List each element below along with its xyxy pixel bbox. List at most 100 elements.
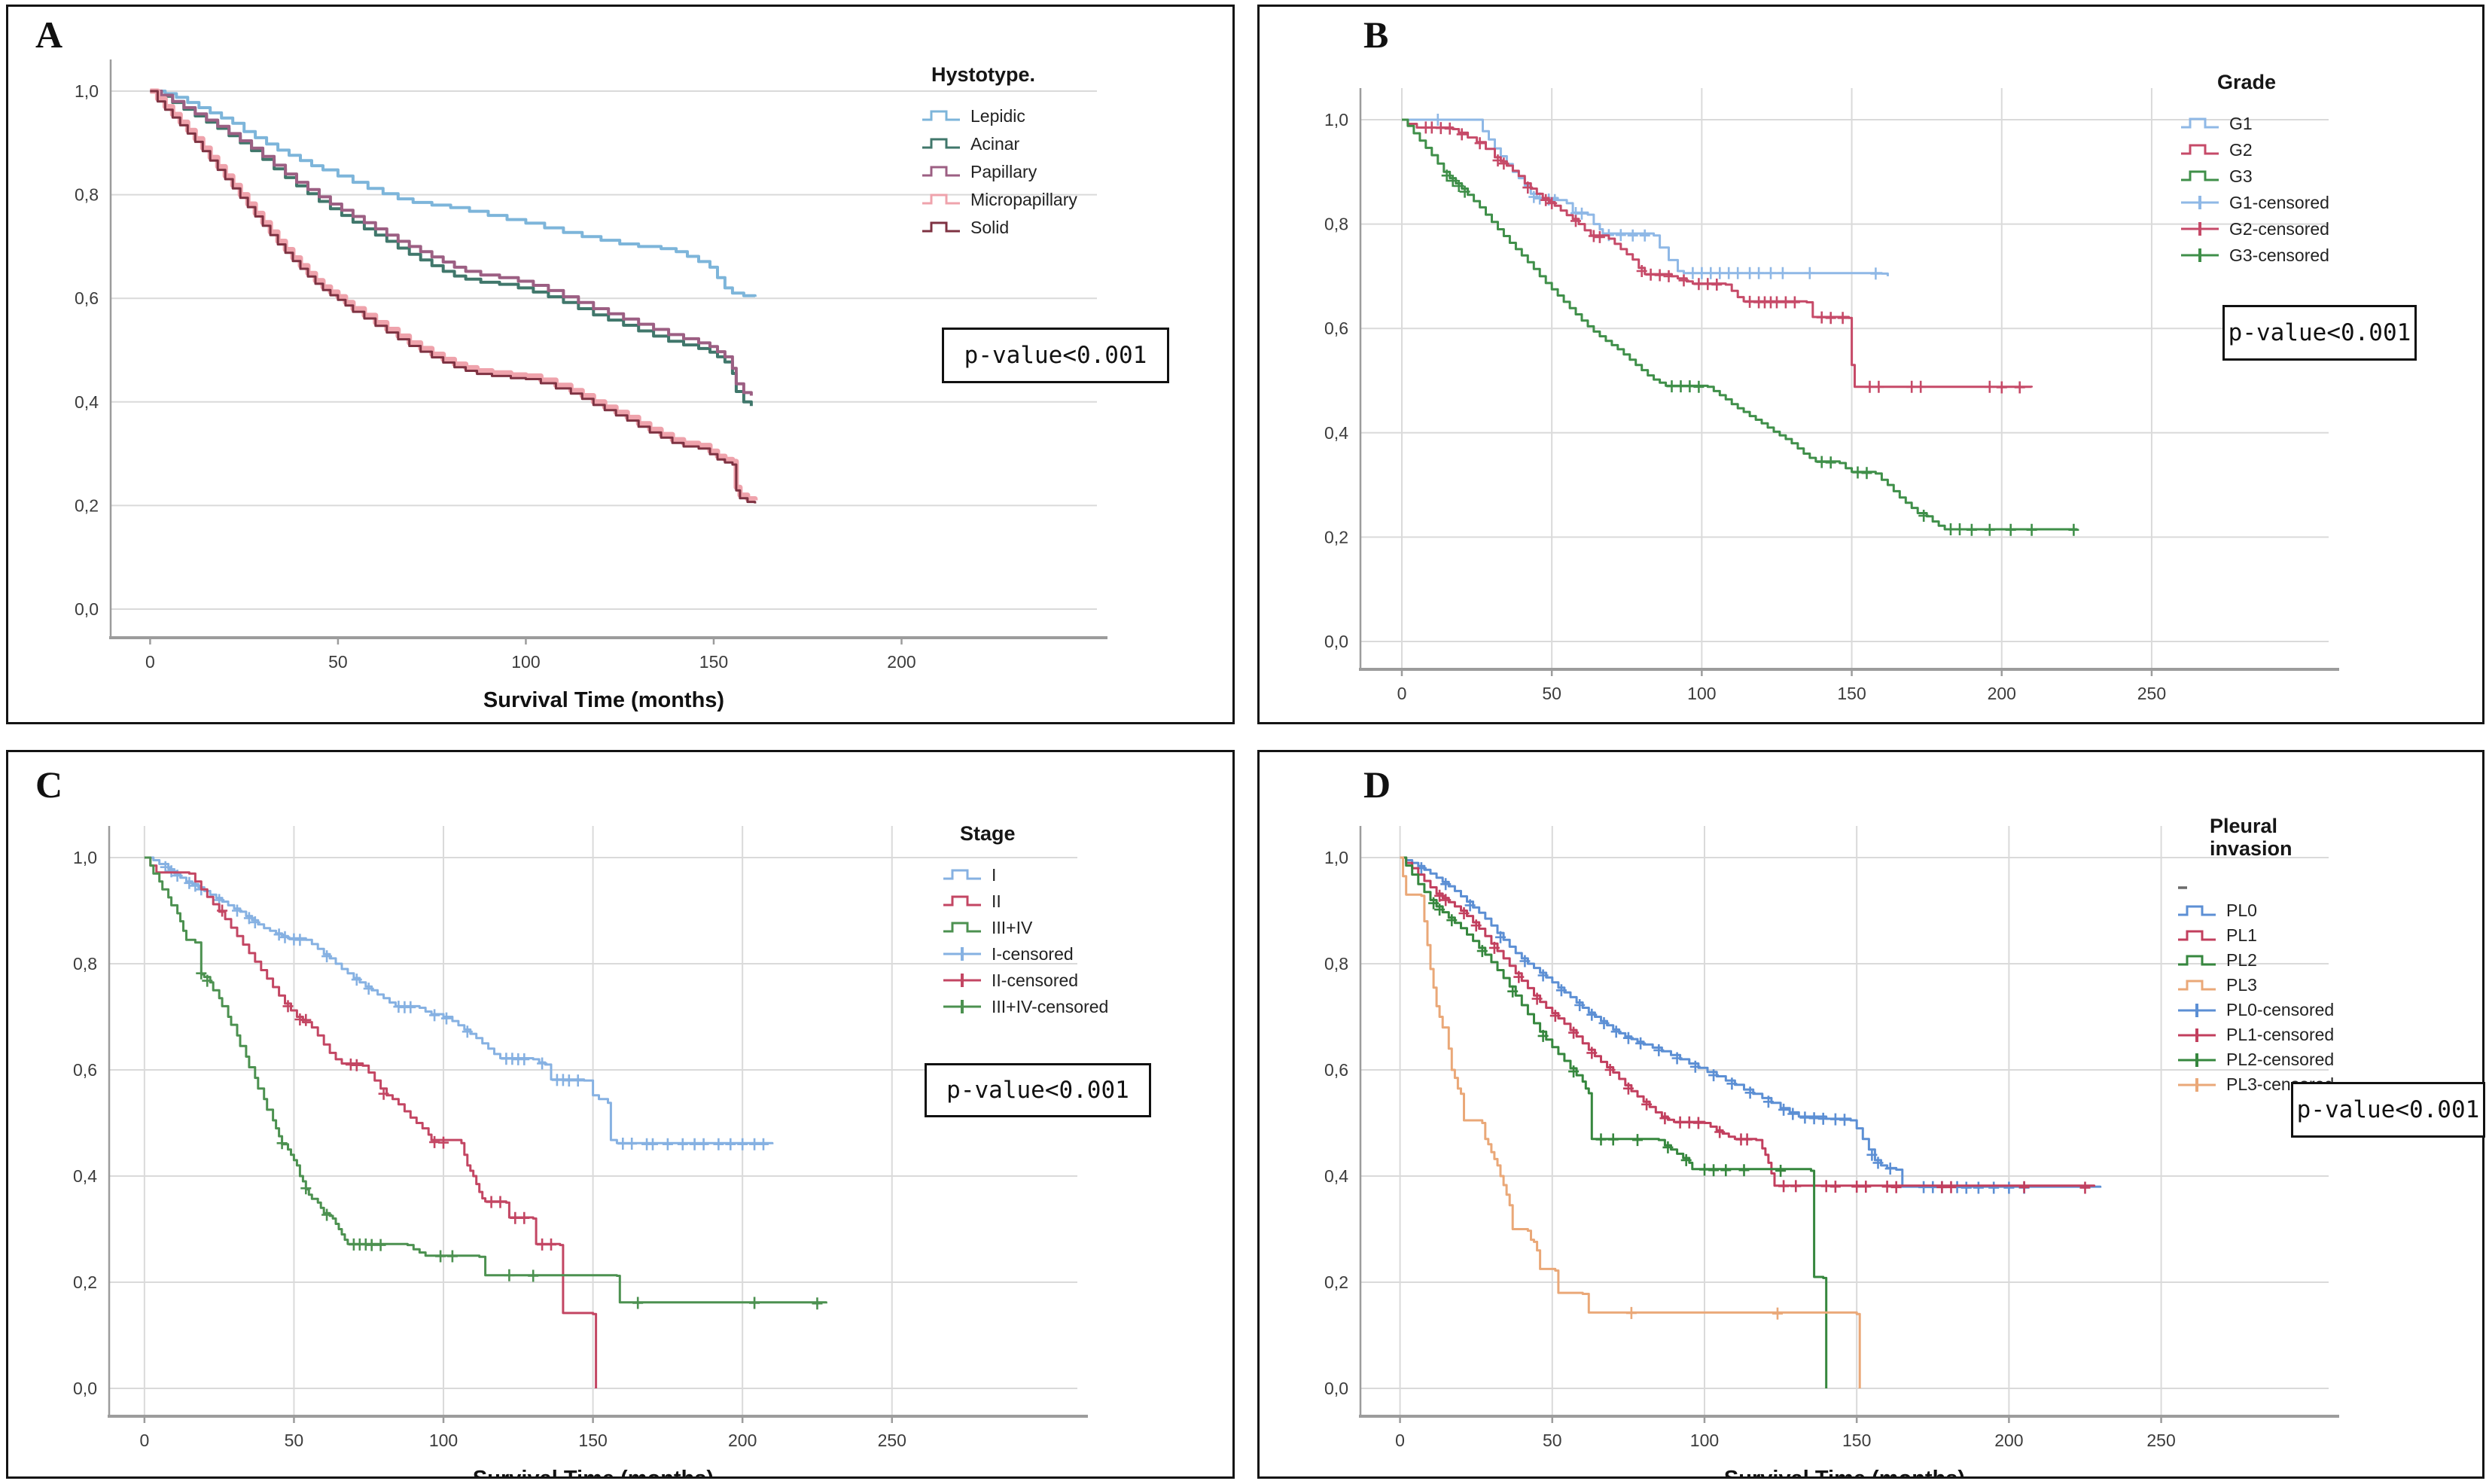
y-tick-label: 0,4: [75, 392, 99, 412]
legend-step-icon: [2178, 955, 2216, 966]
legend-censor-icon: [943, 1000, 981, 1014]
panel-c: C 0 50 100 150 200 250 1,0 0,8 0,6 0,4 0,2 0,0 Surviv…: [6, 750, 1235, 1479]
legend-step-icon: [922, 193, 960, 205]
legend-item-label: G2-censored: [2229, 218, 2329, 239]
legend-item-lepidic: Lepidic: [921, 106, 1077, 126]
legend-item-g3: G3: [2180, 166, 2329, 187]
legend-censor-icon: [2181, 196, 2219, 210]
legend-item-label: II: [992, 891, 1001, 911]
legend-item-g2: G2: [2180, 140, 2329, 160]
survival-curve-i: [144, 856, 774, 1144]
legend-item-pl2-censored: PL2-censored: [2177, 1050, 2334, 1070]
km-plot-b: 0 50 100 150 200 250 1,0 0,8 0,6 0,4 0,2 0,0 Surviva…: [1324, 88, 2339, 722]
y-tick-label: 0,2: [75, 495, 99, 515]
legend-item-label: I-censored: [992, 943, 1074, 964]
y-tick-label: 0,4: [1324, 1166, 1348, 1186]
censor-marks-g2: [1420, 121, 2025, 394]
legend-item-acinar: Acinar: [921, 134, 1077, 154]
x-tick-label: 200: [728, 1431, 757, 1450]
x-tick-label: 50: [1543, 1431, 1562, 1450]
y-tick-label: 0,6: [75, 288, 99, 308]
legend-censor-icon: [2181, 248, 2219, 263]
legend-item-label: I: [992, 864, 997, 885]
censor-marks-pl3: [1625, 1306, 1783, 1320]
survival-curve-papillary: [150, 90, 753, 396]
legend-item-g3-censored: G3-censored: [2180, 245, 2329, 266]
y-tick-label: 0,8: [73, 954, 97, 974]
legend-item-label: PL0-censored: [2226, 1000, 2335, 1020]
legend-step-icon: [2178, 905, 2216, 916]
legend-item-pl1: PL1: [2177, 925, 2334, 946]
y-tick-label: 0,6: [73, 1060, 97, 1080]
y-tick-label: 1,0: [73, 848, 97, 867]
panel-b: B 0 50 100 150 200 250 1,0 0,8 0,6 0,4 0,2 0,0 Surviv…: [1257, 5, 2484, 724]
km-plot-d: 0 50 100 150 200 250 1,0 0,8 0,6 0,4 0,2 0,0 Surviva…: [1324, 826, 2339, 1476]
legend-item-label: G1: [2229, 113, 2253, 133]
legend-d: Pleural invasion PL0 PL1 PL2 PL3 PL0-censored…: [2177, 815, 2334, 1095]
legend-item-ii: II: [942, 891, 1108, 912]
y-tick-label: 1,0: [75, 81, 99, 101]
legend-dash-icon: [2178, 886, 2187, 890]
legend-a: Hystotype. Lepidic Acinar Papillary Micropap…: [921, 63, 1077, 238]
legend-censor-icon: [2181, 222, 2219, 236]
legend-step-icon: [943, 895, 981, 907]
legend-item-micropapillary: Micropapillary: [921, 190, 1077, 210]
x-tick-label: 200: [1988, 684, 2016, 703]
x-tick-label: 150: [699, 652, 728, 672]
p-value-box-b: p-value<0.001: [2222, 305, 2417, 361]
legend-item-pl1-censored: PL1-censored: [2177, 1025, 2334, 1045]
legend-censor-icon: [2178, 1077, 2216, 1092]
x-tick-label: 200: [887, 652, 915, 672]
panel-a: A 0 50 100 150 200 1,0 0,8 0,6 0,4 0,2 0,0 Survival …: [6, 5, 1235, 724]
legend-title: Hystotype.: [931, 63, 1036, 86]
censor-marks-ii: [217, 904, 556, 1251]
panel-letter-a: A: [35, 14, 63, 56]
censor-marks-pl0: [1415, 862, 2030, 1194]
legend-item-label: G3-censored: [2229, 245, 2329, 265]
legend-step-icon: [2181, 144, 2219, 155]
panel-letter-c: C: [35, 763, 63, 806]
legend-item-i-censored: I-censored: [942, 944, 1108, 964]
legend-item-g1: G1: [2180, 114, 2329, 134]
y-tick-label: 0,8: [1324, 954, 1348, 974]
x-axis-title: Survival Time (months): [473, 1467, 714, 1476]
x-tick-label: 0: [139, 1431, 149, 1450]
legend-item-pl3: PL3: [2177, 975, 2334, 995]
legend-item-label: Papillary: [970, 161, 1037, 181]
censor-marks-pl1: [1434, 889, 2091, 1194]
y-tick-label: 0,2: [1324, 1272, 1348, 1292]
x-tick-label: 100: [1687, 684, 1716, 703]
km-plot-c: 0 50 100 150 200 250 1,0 0,8 0,6 0,4 0,2 0,0 Surviva…: [73, 826, 1088, 1476]
legend-item-label: III+IV: [992, 917, 1033, 937]
legend-item-label: G1-censored: [2229, 192, 2329, 212]
legend-item-label: Solid: [970, 217, 1010, 237]
x-axis-title: Survival Time (months): [1724, 720, 1965, 722]
legend-item-label: Acinar: [970, 133, 1020, 154]
legend-item-i: I: [942, 865, 1108, 885]
censor-marks-g1: [1432, 114, 1881, 280]
legend-item-iii-iv: III+IV: [942, 918, 1108, 938]
x-axis-title: Survival Time (months): [483, 688, 724, 712]
legend-title: Grade: [2217, 71, 2277, 93]
legend-item-label: PL1: [2226, 925, 2257, 946]
survival-curve-pl0: [1400, 856, 2102, 1188]
legend-item-label: PL2-censored: [2226, 1050, 2335, 1070]
x-tick-label: 50: [1542, 684, 1561, 703]
survival-curve-iii-iv: [144, 856, 827, 1304]
legend-c: Stage I II III+IV I-censored II-censored III+I…: [942, 822, 1108, 1017]
legend-censor-icon: [943, 974, 981, 988]
x-tick-label: 200: [1994, 1431, 2023, 1450]
y-tick-label: 0,0: [1324, 632, 1348, 651]
legend-step-icon: [2181, 170, 2219, 181]
censor-marks-pl2: [1428, 897, 1787, 1177]
y-tick-label: 0,8: [1324, 215, 1348, 234]
p-value-box-c: p-value<0.001: [925, 1063, 1151, 1117]
x-tick-label: 0: [1397, 684, 1407, 703]
legend-item-label: G2: [2229, 139, 2253, 160]
survival-curve-micropapillary: [150, 88, 758, 501]
legend-step-icon: [2178, 980, 2216, 991]
survival-curve-g2: [1402, 118, 2034, 389]
survival-curve-g1: [1402, 118, 1889, 276]
legend-censor-icon: [2178, 1053, 2216, 1067]
